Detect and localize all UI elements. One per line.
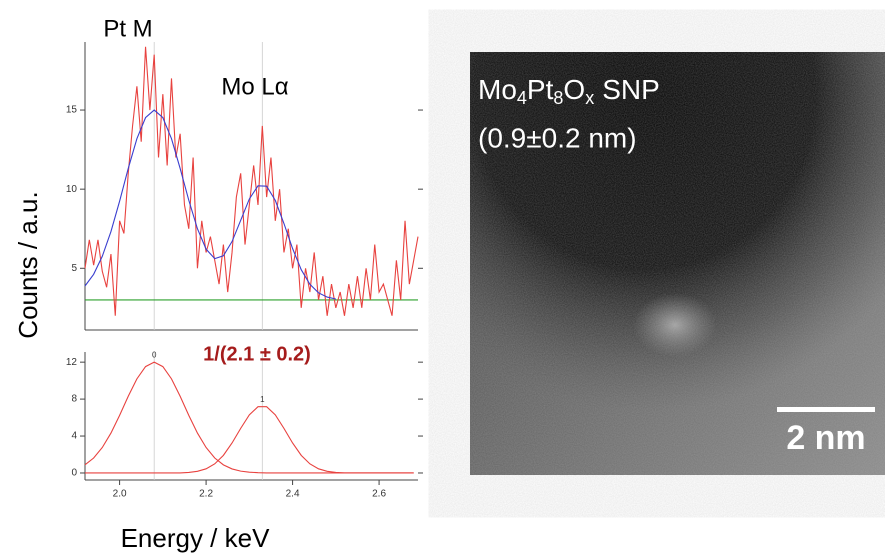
annotation: Mo Lα [221,73,288,100]
peak-label: 0 [152,350,157,359]
size-label: (0.9±0.2 nm) [478,122,637,153]
scale-bar [777,407,875,412]
x-tick-label: 2.6 [372,489,386,500]
title-part: Pt [527,74,554,105]
y-tick-label: 0 [71,468,77,479]
annotation: Pt M [103,15,152,42]
y-tick-label: 10 [66,184,78,195]
series-line [84,109,336,300]
x-tick-label: 2.2 [199,489,213,500]
series-line [84,46,419,316]
y-tick-label: 5 [71,263,77,274]
peak-label: 1 [260,395,265,404]
y-tick-label: 12 [66,357,78,368]
y-tick-label: 4 [71,431,77,442]
title-sub: 4 [517,88,527,108]
image-noise [470,52,885,475]
title-part: O [563,74,585,105]
stem-image: Mo4Pt8Ox SNP (0.9±0.2 nm) 2 nm [470,52,885,475]
series-line [85,406,414,474]
title-part: SNP [602,74,660,105]
scale-label: 2 nm [786,419,865,457]
series-line [84,361,414,474]
title-part: Mo [478,74,517,105]
title-sub: x [585,88,594,108]
annotation: 1/(2.1 ± 0.2) [203,343,311,365]
x-tick-label: 2.4 [286,489,300,500]
y-axis-label: Counts / a.u. [13,191,43,338]
title-sub: 8 [553,88,563,108]
x-tick-label: 2.0 [113,489,127,500]
y-tick-label: 8 [71,394,77,405]
image-title: Mo4Pt8Ox SNP [478,74,660,107]
y-tick-label: 15 [66,105,78,116]
x-axis-label: Energy / keV [121,523,271,553]
